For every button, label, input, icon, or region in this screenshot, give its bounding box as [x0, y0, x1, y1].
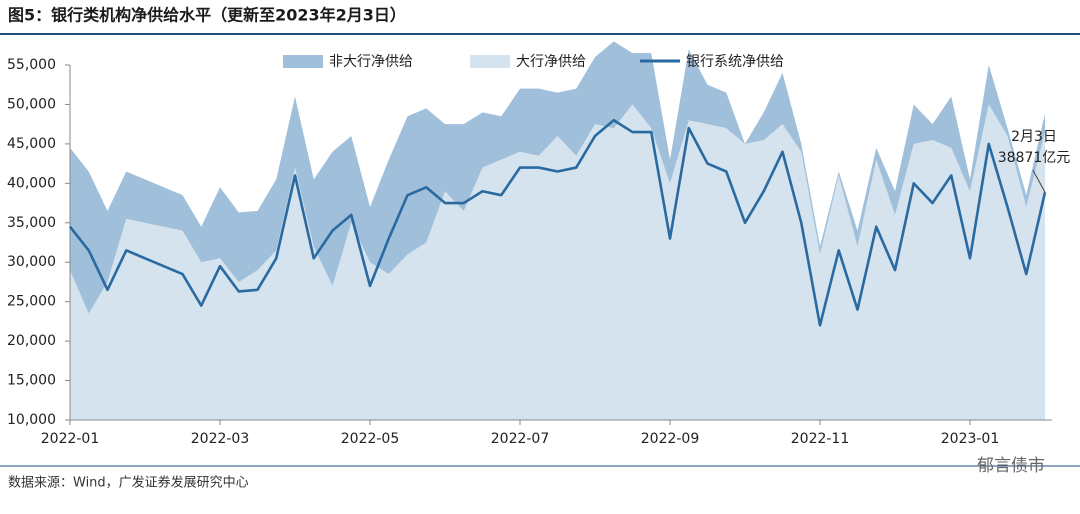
x-tick-label: 2022-05: [341, 431, 400, 447]
y-tick-label: 45,000: [7, 136, 56, 152]
x-tick-label: 2022-09: [641, 431, 700, 447]
y-tick-label: 50,000: [7, 96, 56, 112]
area: [70, 41, 1045, 314]
legend-label: 非大行净供给: [329, 54, 413, 70]
y-tick-label: 30,000: [7, 254, 56, 270]
x-tick-label: 2022-11: [791, 431, 850, 447]
y-tick-label: 15,000: [7, 373, 56, 389]
annotation: 2月3日: [1011, 129, 1057, 145]
y-tick-label: 40,000: [7, 175, 56, 191]
line: [68, 118, 1047, 327]
legend-label: 大行净供给: [516, 54, 586, 70]
annotation-leader: [1032, 170, 1046, 193]
source: 数据来源：Wind，广发证券发展研究中心: [8, 475, 249, 491]
watermark: 郁言债市: [977, 456, 1045, 476]
x-tick-label: 2022-07: [491, 431, 550, 447]
legend-label: 银行系统净供给: [686, 54, 784, 70]
x-tick-label: 2022-03: [191, 431, 250, 447]
y-tick-label: 25,000: [7, 294, 56, 310]
y-tick-label: 55,000: [7, 57, 56, 73]
legend-swatch: [283, 55, 323, 68]
y-tick-label: 35,000: [7, 215, 56, 231]
x-tick-label: 2022-01: [41, 431, 100, 447]
annotation: 38871亿元: [998, 150, 1071, 166]
area: [70, 104, 1045, 420]
x-tick-label: 2023-01: [941, 431, 1000, 447]
y-tick-label: 10,000: [7, 412, 56, 428]
y-tick-label: 20,000: [7, 333, 56, 349]
legend-swatch: [470, 55, 510, 68]
chart-title: 图5：银行类机构净供给水平（更新至2023年2月3日）: [8, 6, 406, 25]
